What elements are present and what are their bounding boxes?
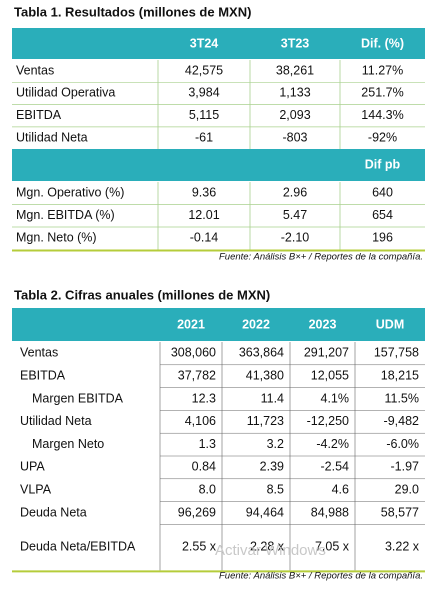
cell: 640: [372, 186, 393, 200]
cell: 3.2: [267, 437, 284, 451]
column-header: UDM: [376, 317, 404, 331]
row-label: VLPA: [20, 482, 52, 496]
column-header: Dif pb: [365, 157, 401, 171]
cell: 12.3: [192, 391, 216, 405]
cell: 12.01: [188, 208, 219, 222]
cell: -61: [195, 130, 213, 144]
row-label: Deuda Neta: [20, 505, 87, 519]
cell: 291,207: [304, 346, 349, 360]
cell: 11.27%: [362, 63, 403, 77]
cell: -6.0%: [386, 437, 419, 451]
table-title: Tabla 1. Resultados (millones de MXN): [14, 4, 251, 19]
cell: 5,115: [189, 108, 219, 122]
column-header: 2022: [242, 317, 270, 331]
row-label: Ventas: [20, 346, 58, 360]
cell: 42,575: [185, 63, 223, 77]
header-band: [12, 149, 425, 181]
cell: 1,133: [279, 86, 310, 100]
cell: -803: [282, 130, 307, 144]
row-label: Mgn. Neto (%): [16, 231, 97, 245]
cell: 363,864: [239, 346, 284, 360]
table-title: Tabla 2. Cifras anuales (millones de MXN…: [14, 287, 270, 302]
cell: 41,380: [246, 368, 284, 382]
column-header: 2021: [177, 317, 205, 331]
cell: 12,055: [311, 368, 349, 382]
row-label: Mgn. EBITDA (%): [16, 208, 115, 222]
row-label: Mgn. Operativo (%): [16, 186, 124, 200]
header-band: [12, 28, 425, 59]
row-label: Ventas: [16, 63, 54, 77]
cell: -12,250: [307, 414, 349, 428]
cell: 29.0: [395, 482, 419, 496]
cell: 196: [372, 231, 393, 245]
cell: 3,984: [188, 86, 219, 100]
cell: 7.05 x: [315, 540, 350, 554]
cell: 5.47: [283, 208, 307, 222]
cell: 308,060: [171, 346, 216, 360]
cell: 96,269: [178, 505, 216, 519]
cell: 9.36: [192, 186, 216, 200]
cell: 4.6: [332, 482, 349, 496]
row-label: Margen Neto: [32, 437, 104, 451]
cell: 11,723: [247, 414, 284, 428]
cell: 2.39: [260, 460, 284, 474]
cell: 4.1%: [321, 391, 350, 405]
header-band: [12, 308, 425, 341]
cell: 654: [372, 208, 393, 222]
cell: -2.10: [281, 231, 310, 245]
cell: 2.28 x: [250, 540, 285, 554]
cell: 37,782: [178, 368, 216, 382]
cell: -1.97: [391, 460, 420, 474]
row-label: EBITDA: [20, 368, 66, 382]
row-label: Deuda Neta/EBITDA: [20, 540, 136, 554]
cell: 18,215: [381, 368, 419, 382]
cell: 11.4: [261, 391, 284, 405]
cell: 11.5%: [384, 391, 419, 405]
cell: 94,464: [246, 505, 284, 519]
cell: 38,261: [276, 63, 314, 77]
source-note: Fuente: Análisis B×+ / Reportes de la co…: [219, 252, 423, 263]
cell: 58,577: [381, 505, 419, 519]
cell: 3.22 x: [385, 540, 420, 554]
cell: 4,106: [185, 414, 216, 428]
row-label: Margen EBITDA: [32, 391, 124, 405]
cell: -9,482: [384, 414, 419, 428]
cell: -2.54: [321, 460, 350, 474]
cell: -4.2%: [316, 437, 349, 451]
row-label: UPA: [20, 460, 45, 474]
row-label: Utilidad Neta: [20, 414, 92, 428]
cell: 8.5: [267, 482, 284, 496]
cell: 0.84: [192, 460, 216, 474]
column-header: 3T23: [281, 36, 310, 50]
cell: 2,093: [279, 108, 310, 122]
column-header: 2023: [309, 317, 337, 331]
cell: -92%: [368, 130, 397, 144]
watermark: Activar Windows: [215, 542, 326, 559]
column-header: 3T24: [190, 36, 219, 50]
row-label: Utilidad Operativa: [16, 86, 115, 100]
cell: 144.3%: [361, 108, 403, 122]
row-label: Utilidad Neta: [16, 130, 88, 144]
cell: 1.3: [199, 437, 216, 451]
cell: 251.7%: [361, 86, 403, 100]
cell: 157,758: [374, 346, 419, 360]
row-label: EBITDA: [16, 108, 62, 122]
cell: -0.14: [190, 231, 219, 245]
source-note: Fuente: Análisis B×+ / Reportes de la co…: [219, 571, 423, 582]
cell: 84,988: [311, 505, 349, 519]
cell: 2.96: [283, 186, 307, 200]
column-header: Dif. (%): [361, 36, 404, 50]
cell: 8.0: [199, 482, 216, 496]
cell: 2.55 x: [182, 540, 217, 554]
